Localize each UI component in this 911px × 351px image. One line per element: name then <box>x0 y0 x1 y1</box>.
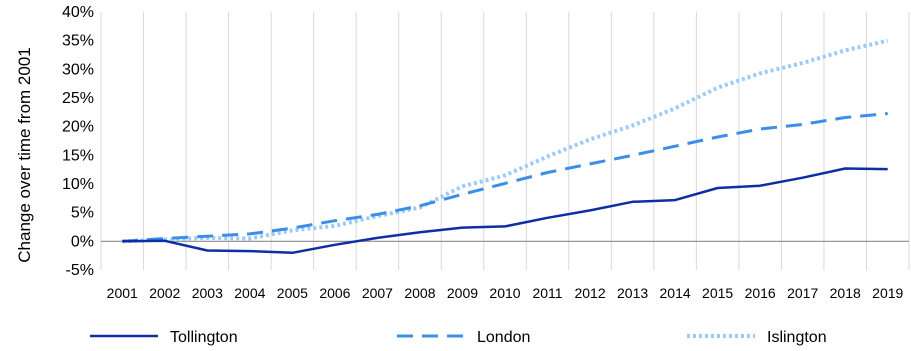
y-tick-label: 10% <box>62 176 94 193</box>
series-line-tollington <box>122 167 888 255</box>
x-tick-label: 2001 <box>107 285 138 301</box>
y-tick-label: 35% <box>62 33 94 50</box>
x-tick-label: 2015 <box>702 285 733 301</box>
legend-label-london: London <box>477 329 530 346</box>
x-tick-label: 2006 <box>319 285 350 301</box>
y-tick-label: 30% <box>62 61 94 78</box>
grid-lines <box>100 12 910 270</box>
y-axis: -5% 0% 5% 10% 15% 20% 25% 30% 35% 40% <box>62 4 94 279</box>
x-tick-label: 2011 <box>532 285 562 301</box>
y-tick-label: 20% <box>62 119 94 136</box>
y-tick-label: 25% <box>62 90 94 107</box>
x-tick-label: 2018 <box>830 285 861 301</box>
series-lines <box>122 38 889 255</box>
x-tick-label: 2005 <box>277 285 308 301</box>
x-tick-label: 2019 <box>872 285 903 301</box>
series-line-london <box>122 112 888 243</box>
x-tick-label: 2013 <box>617 285 648 301</box>
y-tick-label: -5% <box>66 262 94 279</box>
x-tick-label: 2007 <box>362 285 393 301</box>
x-axis: 2001 2002 2003 2004 2005 2006 2007 2008 2009 2010… <box>107 285 904 301</box>
y-axis-title: Change over time from 2001 <box>15 47 34 262</box>
x-tick-label: 2012 <box>574 285 605 301</box>
x-tick-label: 2014 <box>660 285 691 301</box>
x-tick-label: 2004 <box>234 285 265 301</box>
series-line-islington <box>122 38 889 244</box>
x-tick-label: 2008 <box>404 285 435 301</box>
x-tick-label: 2017 <box>787 285 818 301</box>
x-tick-label: 2009 <box>447 285 478 301</box>
legend: Tollington London Islington <box>90 329 827 346</box>
legend-label-islington: Islington <box>767 329 827 346</box>
x-tick-label: 2002 <box>149 285 180 301</box>
y-tick-label: 40% <box>62 4 94 21</box>
y-tick-label: 5% <box>71 205 94 222</box>
y-tick-label: 0% <box>71 233 94 250</box>
legend-label-tollington: Tollington <box>170 329 238 346</box>
x-tick-label: 2016 <box>745 285 776 301</box>
y-tick-label: 15% <box>62 147 94 164</box>
x-tick-label: 2003 <box>192 285 223 301</box>
x-tick-label: 2010 <box>489 285 520 301</box>
